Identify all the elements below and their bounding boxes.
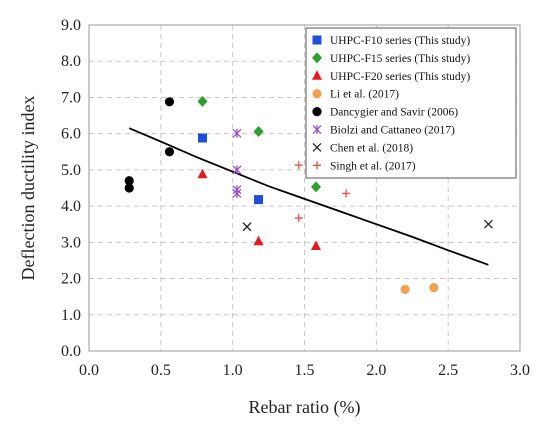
- legend-entry: Singh et al. (2017): [330, 160, 416, 172]
- data-point: [294, 214, 303, 223]
- y-tick-label: 6.0: [61, 126, 81, 143]
- y-tick-label: 3.0: [61, 234, 81, 251]
- data-point: [232, 128, 242, 138]
- plot-frame: [88, 24, 521, 352]
- legend: UHPC-F10 series (This study) UHPC-F15 ser…: [305, 27, 517, 179]
- y-tick-label: 7.0: [61, 89, 81, 106]
- x-axis-label: Rebar ratio (%): [249, 397, 361, 418]
- x-tick-label: 1.0: [223, 362, 243, 379]
- y-tick-label: 8.0: [61, 53, 81, 70]
- legend-marker: [312, 35, 322, 45]
- data-point: [253, 235, 264, 246]
- legend-entry: UHPC-F10 series (This study): [330, 35, 470, 47]
- legend-entry: Chen et al. (2018): [330, 142, 413, 154]
- data-point: [254, 195, 264, 205]
- y-tick-label: 2.0: [61, 271, 81, 288]
- data-point: [429, 283, 439, 293]
- data-point: [197, 133, 207, 143]
- tick-labels: 0.0 0.5 1.0 1.5 2.0 2.5 3.0 0.0 1.0 2.0 3.0 4.0 5.0 6…: [61, 17, 530, 379]
- y-tick-label: 0.0: [61, 343, 81, 360]
- data-point: [197, 95, 208, 107]
- x-tick-label: 0.5: [151, 362, 171, 379]
- data-point: [483, 219, 493, 229]
- legend-marker: [313, 161, 321, 170]
- legend-marker: [312, 107, 322, 117]
- y-axis-label: Deflection ductility index: [18, 96, 38, 281]
- y-tick-label: 5.0: [61, 162, 81, 179]
- x-tick-label: 2.0: [366, 362, 386, 379]
- data-point: [124, 183, 134, 193]
- data-point: [242, 222, 252, 232]
- data-point: [342, 189, 351, 198]
- legend-marker: [312, 142, 322, 152]
- legend-entry: Dancygier and Savir (2006): [330, 107, 458, 119]
- data-point: [294, 161, 303, 170]
- data-point: [310, 181, 321, 193]
- data-point: [124, 176, 134, 186]
- data-point: [197, 168, 208, 179]
- legend-marker: [312, 125, 322, 134]
- legend-entry: UHPC-F15 series (This study): [330, 53, 470, 65]
- legend-entry: UHPC-F20 series (This study): [330, 71, 470, 83]
- legend-box: [305, 27, 517, 179]
- legend-marker: [312, 52, 322, 64]
- y-tick-label: 4.0: [61, 198, 81, 215]
- y-tick-label: 1.0: [61, 307, 81, 324]
- legend-entry: Li et al. (2017): [330, 89, 399, 101]
- data-point: [253, 125, 264, 137]
- legend-entry: Biolzi and Cattaneo (2017): [330, 125, 455, 137]
- data-point: [400, 284, 410, 295]
- data-point: [164, 147, 175, 157]
- legend-marker: [312, 89, 322, 99]
- data-point: [232, 188, 242, 198]
- x-tick-label: 3.0: [510, 362, 530, 379]
- data-point: [164, 97, 175, 107]
- trendline: [128, 127, 489, 266]
- legend-marker: [312, 70, 322, 80]
- x-tick-label: 1.5: [295, 362, 315, 379]
- data-point: [232, 165, 242, 175]
- x-tick-label: 0.0: [79, 362, 99, 379]
- data-point: [310, 240, 321, 250]
- x-tick-label: 2.5: [438, 362, 458, 379]
- y-tick-label: 9.0: [61, 17, 81, 34]
